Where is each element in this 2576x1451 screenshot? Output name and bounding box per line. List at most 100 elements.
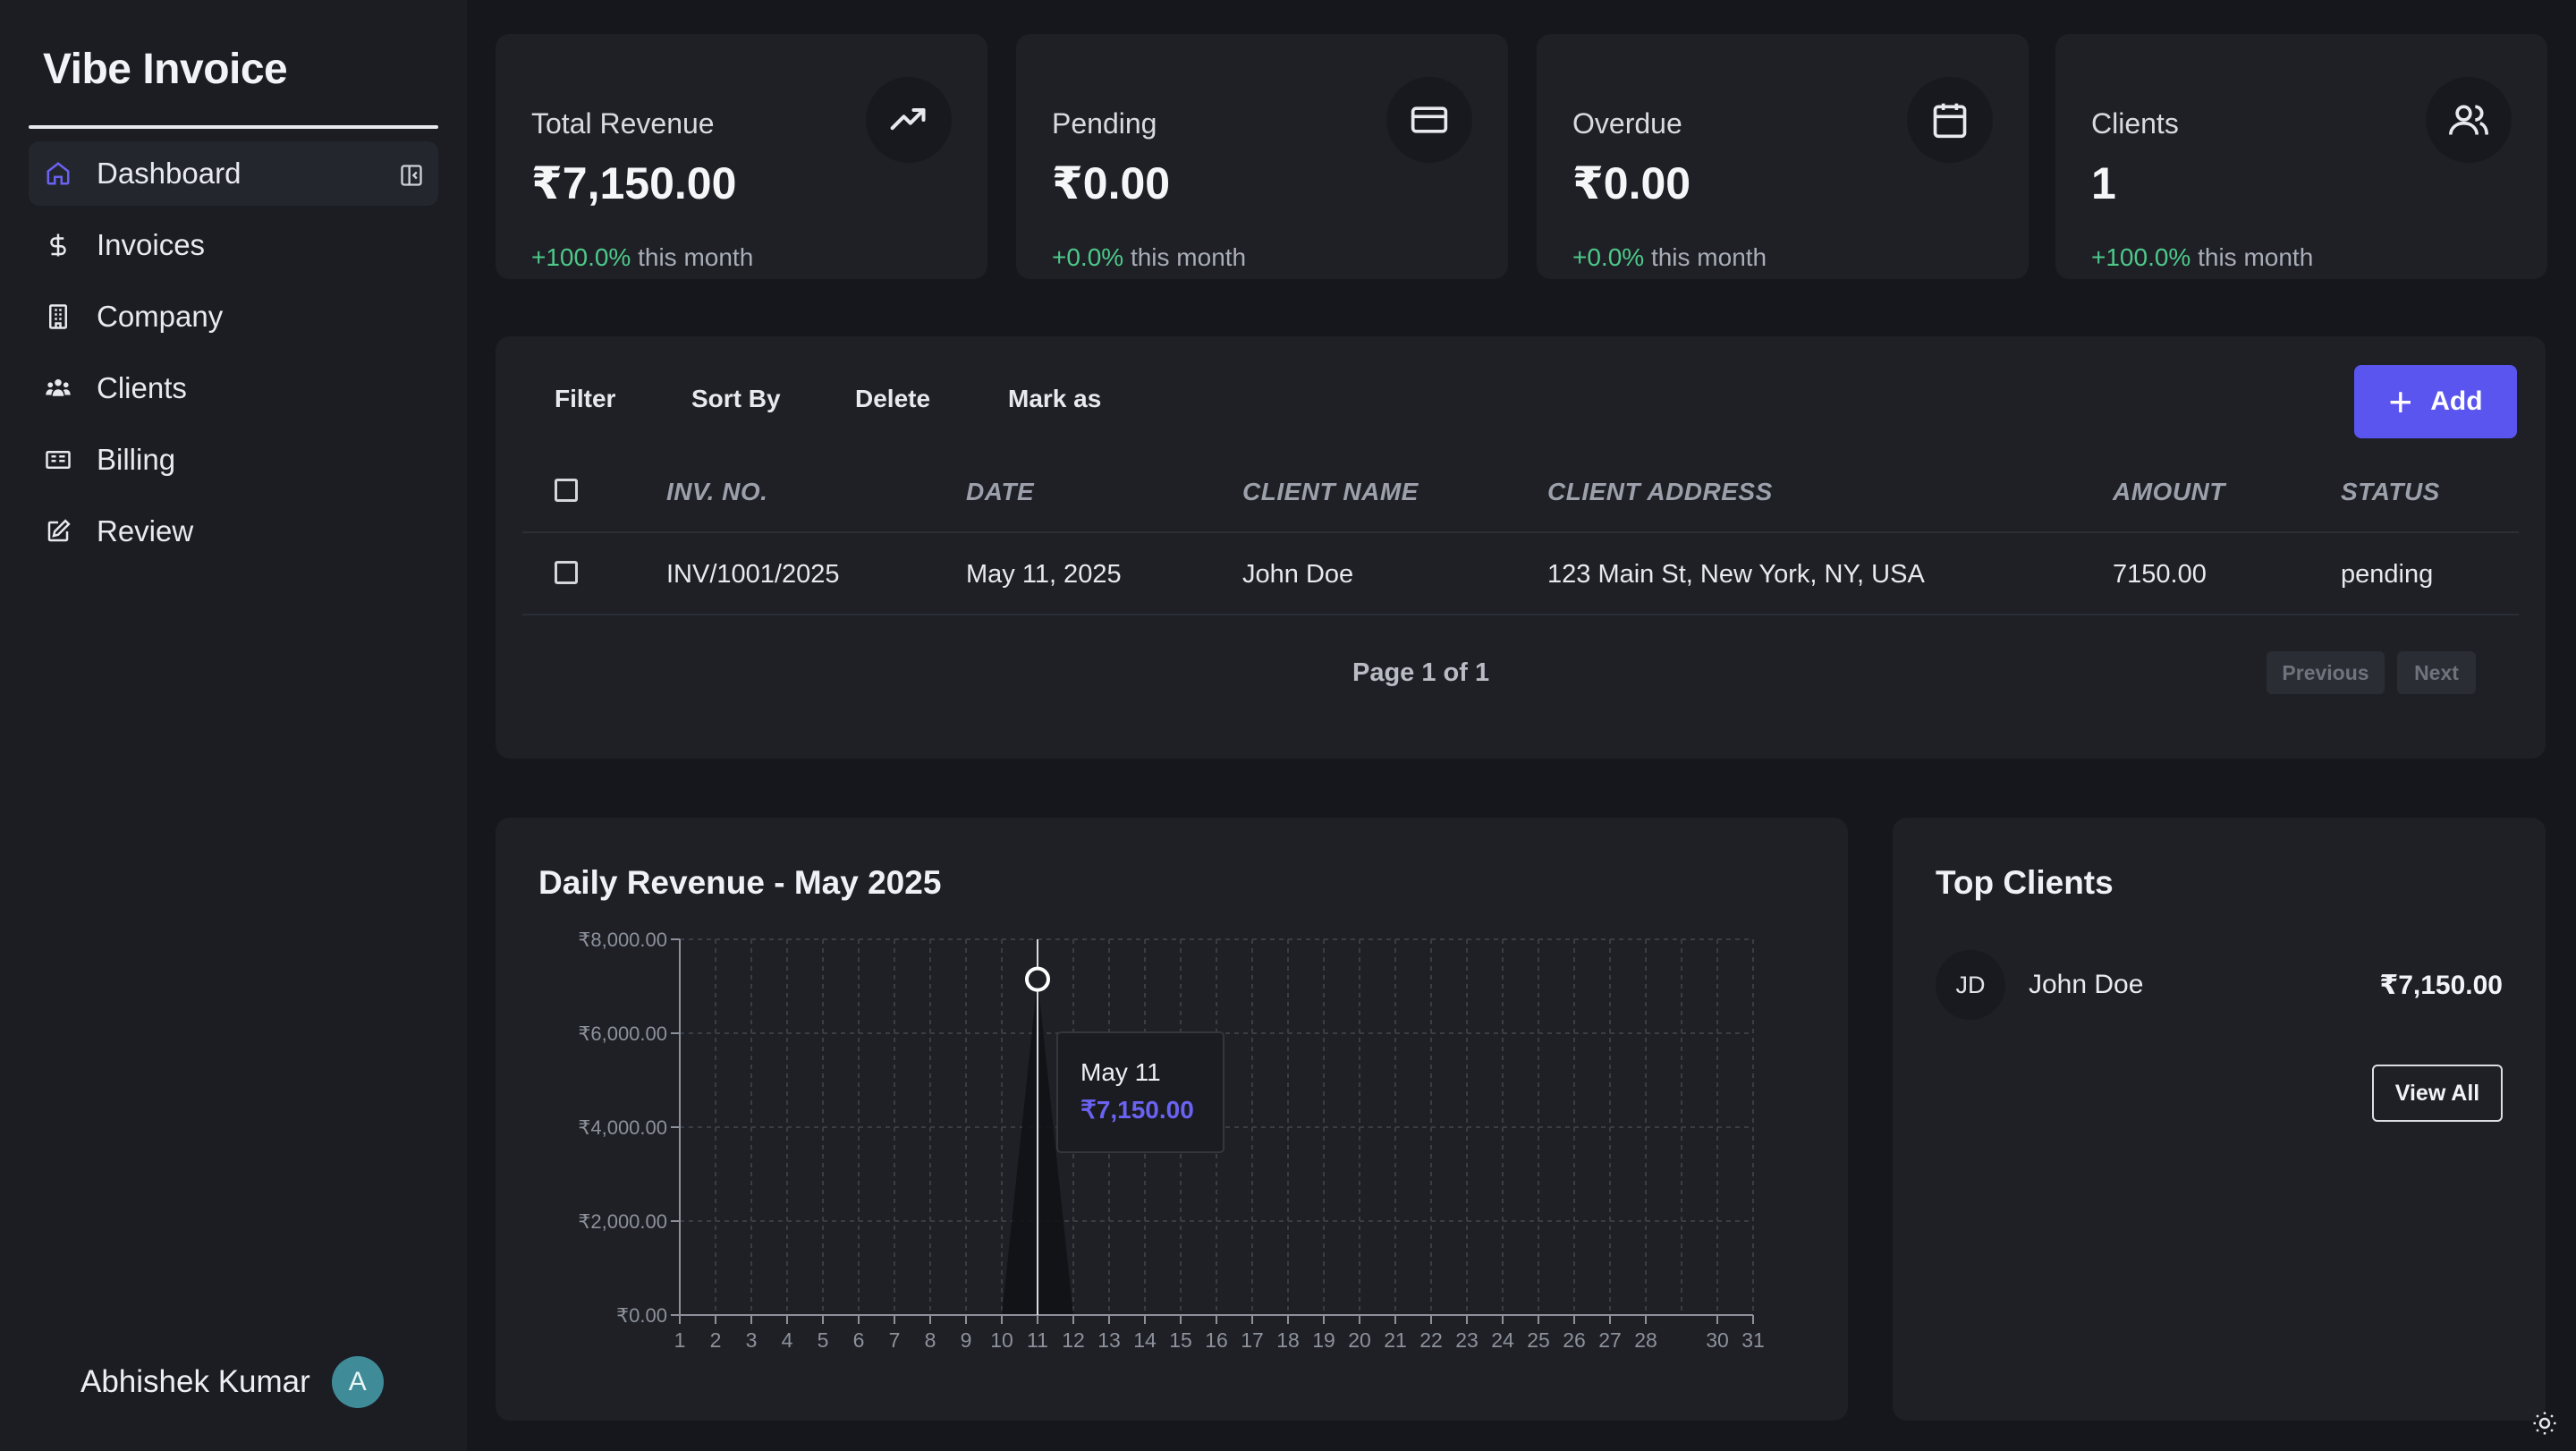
x-tick-label: 8 [925,1328,936,1352]
top-clients-card: Top Clients JD John Doe ₹7,150.00 View A… [1893,818,2546,1421]
x-tick-label: 10 [990,1328,1013,1352]
brand-divider [29,125,438,129]
dollar-icon [45,232,72,259]
delete-button[interactable]: Delete [855,385,931,412]
x-tick-label: 9 [961,1328,972,1352]
sidebar-nav: Dashboard Invoices Company Clients [29,141,438,571]
sidebar-item-review[interactable]: Review [29,499,438,564]
client-amount: ₹7,150.00 [2379,971,2503,1000]
sun-icon[interactable] [2531,1410,2558,1437]
cell-client-name: John Doe [1242,560,1354,589]
row-checkbox[interactable] [555,561,578,584]
invoices-table-card: Filter Sort By Delete Mark as + Add INV.… [496,336,2546,759]
stat-card-clients: Clients 1 +100.0% this month [2055,34,2547,279]
chart-title: Daily Revenue - May 2025 [538,864,942,901]
edit-icon [45,518,72,545]
filter-button[interactable]: Filter [555,385,616,412]
stat-title: Overdue [1572,107,1682,140]
client-avatar: JD [1936,950,2005,1020]
stat-change-suffix: this month [1644,243,1767,271]
column-header-client-name[interactable]: CLIENT NAME [1242,478,1419,505]
sidebar: Vibe Invoice Dashboard Invoices Company [0,0,467,1451]
column-header-inv-no[interactable]: INV. NO. [666,478,768,505]
x-tick-label: 18 [1276,1328,1300,1352]
column-header-date[interactable]: DATE [966,478,1035,505]
user-name: Abhishek Kumar [80,1364,310,1399]
chart-tooltip [1056,1031,1224,1153]
x-tick-label: 14 [1133,1328,1157,1352]
stat-title: Clients [2091,107,2179,140]
x-tick-label: 26 [1563,1328,1586,1352]
stat-change-suffix: this month [631,243,754,271]
add-button-label: Add [2430,386,2483,416]
plus-icon: + [2388,378,2413,425]
cell-inv-no: INV/1001/2025 [666,560,840,589]
avatar[interactable]: A [331,1356,384,1408]
stat-change-suffix: this month [2190,243,2314,271]
table-row-divider [522,614,2519,615]
y-tick-label: ₹6,000.00 [578,1022,667,1045]
mark-as-button[interactable]: Mark as [1008,385,1102,412]
x-tick-label: 1 [674,1328,686,1352]
column-header-amount[interactable]: AMOUNT [2113,478,2225,505]
x-tick-label: 24 [1491,1328,1514,1352]
sidebar-item-company[interactable]: Company [29,284,438,349]
x-tick-label: 11 [1027,1328,1048,1352]
y-tick-label: ₹2,000.00 [578,1210,667,1233]
stat-change-percent: +100.0% [2091,243,2191,271]
table-header-divider [522,531,2519,533]
cell-status: pending [2341,560,2434,589]
stat-card-overdue: Overdue ₹0.00 +0.0% this month [1537,34,2029,279]
credit-card-icon [1386,77,1472,163]
select-all-checkbox[interactable] [555,479,578,502]
view-all-button[interactable]: View All [2372,1065,2503,1122]
x-tick-label: 2 [710,1328,722,1352]
page-info: Page 1 of 1 [1352,658,1490,687]
users-icon [2426,77,2512,163]
x-tick-label: 17 [1241,1328,1264,1352]
sidebar-item-dashboard[interactable]: Dashboard [29,141,438,206]
x-tick-label: 6 [853,1328,865,1352]
stat-value: ₹0.00 [1052,158,1171,208]
x-tick-label: 7 [889,1328,901,1352]
home-icon [45,160,72,187]
column-header-client-address[interactable]: CLIENT ADDRESS [1547,478,1773,505]
cell-amount: 7150.00 [2113,560,2207,589]
stat-change: +0.0% this month [1572,243,1767,272]
calendar-icon [1907,77,1993,163]
x-tick-label: 3 [746,1328,758,1352]
billing-icon [45,446,72,473]
sidebar-item-label: Invoices [97,228,206,261]
sidebar-collapse-icon[interactable] [399,161,424,186]
stat-title: Pending [1052,107,1157,140]
next-page-button[interactable]: Next [2397,651,2476,694]
x-tick-label: 23 [1455,1328,1479,1352]
sidebar-item-billing[interactable]: Billing [29,428,438,492]
y-tick-label: ₹0.00 [616,1304,667,1327]
x-tick-label: 27 [1598,1328,1622,1352]
stat-change: +100.0% this month [531,243,753,272]
user-profile[interactable]: Abhishek Kumar A [80,1356,384,1408]
client-name: John Doe [2029,970,2144,999]
x-tick-label: 5 [818,1328,829,1352]
column-header-status[interactable]: STATUS [2341,478,2440,505]
x-tick-label: 31 [1741,1328,1765,1352]
stat-value: ₹0.00 [1572,158,1691,208]
daily-revenue-chart[interactable]: ₹0.00 ₹2,000.00 ₹4,000.00 ₹6,000.00 ₹8,000.0… [496,818,1848,1421]
sidebar-item-invoices[interactable]: Invoices [29,213,438,277]
x-tick-label: 25 [1527,1328,1550,1352]
trending-up-icon [866,77,952,163]
stat-value: ₹7,150.00 [531,158,737,208]
stat-change: +100.0% this month [2091,243,2313,272]
stat-change-percent: +100.0% [531,243,631,271]
stat-change-percent: +0.0% [1052,243,1124,271]
add-invoice-button[interactable]: + Add [2354,365,2517,438]
data-point[interactable] [1025,966,1050,992]
previous-page-button[interactable]: Previous [2267,651,2385,694]
y-tick-label: ₹4,000.00 [578,1116,667,1139]
sidebar-item-clients[interactable]: Clients [29,356,438,420]
x-tick-label: 21 [1384,1328,1407,1352]
stat-value: 1 [2091,158,2116,208]
sort-by-button[interactable]: Sort By [691,385,781,412]
x-tick-label: 16 [1205,1328,1228,1352]
